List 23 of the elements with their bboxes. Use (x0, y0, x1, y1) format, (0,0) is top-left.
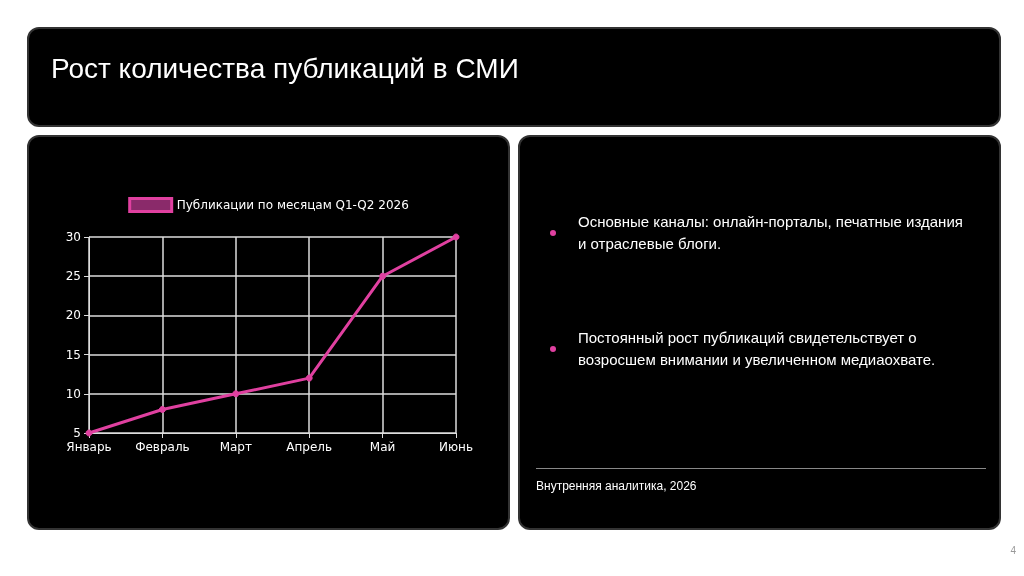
text: Основные каналы: онлайн-порталы, печатные издания и отраслевые блоги. (578, 212, 964, 254)
x-tick-label: Май (369, 440, 396, 454)
y-tick-label: 5 (73, 426, 81, 440)
legend-label: Публикации по месяцам Q1-Q2 2026 (176, 198, 409, 212)
point (305, 374, 313, 382)
text: Постоянный рост публикаций свидетельствует о возросшем внимании и увеличенном медиаохвате. (578, 328, 937, 370)
x-tick-label: Апрель (286, 440, 333, 454)
text: Внутренняя аналитика, 2026 (536, 479, 697, 493)
y-tick-label: 15 (65, 347, 81, 362)
text: 4 (1010, 545, 1016, 556)
chart-title: Рост количества публикаций в СМИ (51, 53, 519, 85)
point (232, 390, 240, 398)
point (452, 233, 460, 241)
point (158, 405, 166, 413)
y-tick-label: 20 (65, 308, 81, 323)
x-tick-label: Февраль (135, 440, 190, 454)
y-tick-label: 10 (65, 386, 81, 401)
x-tick-label: Июнь (439, 440, 473, 454)
y-tick-label: 30 (65, 230, 81, 244)
x-tick-label: Январь (66, 440, 112, 454)
y-tick-label: 25 (65, 269, 81, 284)
x-tick-label: Март (219, 440, 252, 454)
point (379, 272, 387, 280)
